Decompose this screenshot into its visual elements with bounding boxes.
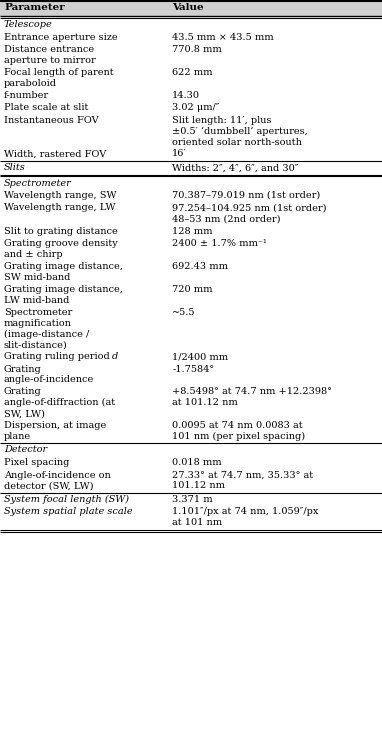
Text: 0.0095 at 74 nm 0.0083 at
101 nm (per pixel spacing): 0.0095 at 74 nm 0.0083 at 101 nm (per pi… — [172, 421, 305, 441]
Text: 692.43 mm: 692.43 mm — [172, 262, 228, 271]
Text: System focal length (SW): System focal length (SW) — [4, 495, 129, 504]
Text: Slit to grating distance: Slit to grating distance — [4, 226, 118, 236]
Text: 622 mm: 622 mm — [172, 68, 212, 77]
Text: Angle-of-incidence on
detector (SW, LW): Angle-of-incidence on detector (SW, LW) — [4, 471, 111, 490]
Text: Instantaneous FOV: Instantaneous FOV — [4, 116, 99, 125]
Text: Grating groove density
and ± chirp: Grating groove density and ± chirp — [4, 239, 118, 258]
Text: Telescope: Telescope — [4, 20, 53, 29]
Text: d: d — [112, 352, 118, 361]
Text: Width, rastered FOV: Width, rastered FOV — [4, 149, 106, 159]
Text: Plate scale at slit: Plate scale at slit — [4, 103, 88, 113]
Text: f-number: f-number — [4, 91, 49, 100]
Bar — [0, 0, 382, 16]
Text: Grating image distance,
LW mid-band: Grating image distance, LW mid-band — [4, 285, 123, 305]
Text: Slits: Slits — [4, 163, 26, 173]
Text: Spectrometer: Spectrometer — [4, 179, 72, 187]
Text: Wavelength range, SW: Wavelength range, SW — [4, 191, 117, 200]
Text: Wavelength range, LW: Wavelength range, LW — [4, 203, 115, 212]
Text: Dispersion, at image
plane: Dispersion, at image plane — [4, 421, 106, 441]
Text: System spatial plate scale: System spatial plate scale — [4, 507, 133, 517]
Text: 70.387–79.019 nm (1st order): 70.387–79.019 nm (1st order) — [172, 191, 320, 200]
Text: Spectrometer
magnification
(image-distance /
slit-distance): Spectrometer magnification (image-distan… — [4, 308, 89, 349]
Text: Grating
angle-of-incidence: Grating angle-of-incidence — [4, 365, 94, 384]
Text: 3.371 m: 3.371 m — [172, 495, 213, 504]
Text: Distance entrance
aperture to mirror: Distance entrance aperture to mirror — [4, 45, 96, 64]
Text: 16′: 16′ — [172, 149, 187, 159]
Text: Entrance aperture size: Entrance aperture size — [4, 32, 118, 42]
Text: Grating
angle-of-diffraction (at
SW, LW): Grating angle-of-diffraction (at SW, LW) — [4, 387, 115, 418]
Text: +8.5498° at 74.7 nm +12.2398°
at 101.12 nm: +8.5498° at 74.7 nm +12.2398° at 101.12 … — [172, 387, 332, 407]
Text: 27.33° at 74.7 nm, 35.33° at
101.12 nm: 27.33° at 74.7 nm, 35.33° at 101.12 nm — [172, 471, 313, 490]
Text: Grating ruling period: Grating ruling period — [4, 352, 113, 361]
Text: ~5.5: ~5.5 — [172, 308, 196, 317]
Text: 97.254–104.925 nm (1st order)
48–53 nm (2nd order): 97.254–104.925 nm (1st order) 48–53 nm (… — [172, 203, 327, 223]
Text: 0.018 mm: 0.018 mm — [172, 458, 222, 467]
Text: 43.5 mm × 43.5 mm: 43.5 mm × 43.5 mm — [172, 32, 274, 42]
Text: 720 mm: 720 mm — [172, 285, 212, 294]
Text: Value: Value — [172, 4, 204, 12]
Text: Widths: 2″, 4″, 6″, and 30″: Widths: 2″, 4″, 6″, and 30″ — [172, 163, 298, 173]
Text: Slit length: 11′, plus
±0.5′ ‘dumbbell’ apertures,
oriented solar north-south: Slit length: 11′, plus ±0.5′ ‘dumbbell’ … — [172, 116, 308, 147]
Text: Focal length of parent
paraboloid: Focal length of parent paraboloid — [4, 68, 113, 88]
Text: -1.7584°: -1.7584° — [172, 365, 214, 373]
Text: 128 mm: 128 mm — [172, 226, 212, 236]
Text: 1.101″/px at 74 nm, 1.059″/px
at 101 nm: 1.101″/px at 74 nm, 1.059″/px at 101 nm — [172, 507, 319, 527]
Text: 770.8 mm: 770.8 mm — [172, 45, 222, 54]
Text: 1/2400 mm: 1/2400 mm — [172, 352, 228, 361]
Text: Parameter: Parameter — [4, 4, 65, 12]
Text: Detector: Detector — [4, 446, 47, 455]
Text: Pixel spacing: Pixel spacing — [4, 458, 70, 467]
Text: 14.30: 14.30 — [172, 91, 200, 100]
Text: 2400 ± 1.7% mm⁻¹: 2400 ± 1.7% mm⁻¹ — [172, 239, 267, 248]
Text: 3.02 μm/″: 3.02 μm/″ — [172, 103, 219, 113]
Text: Grating image distance,
SW mid-band: Grating image distance, SW mid-band — [4, 262, 123, 282]
